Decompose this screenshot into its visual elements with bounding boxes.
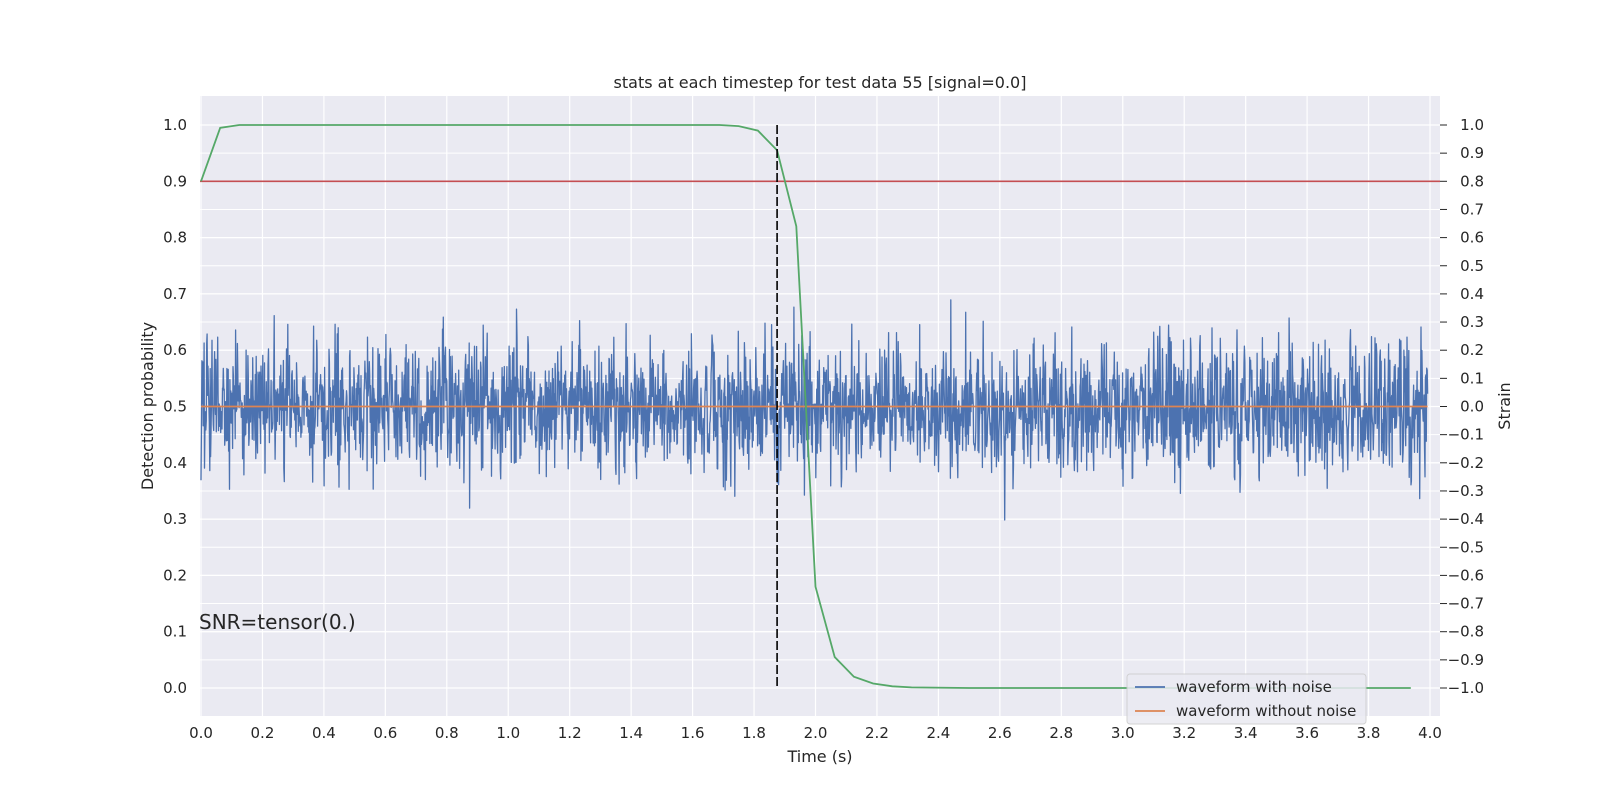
x-tick-label: 0.8 [435,724,459,742]
x-tick-label: 3.4 [1234,724,1258,742]
x-tick-label: 2.0 [804,724,828,742]
x-tick-label: 2.6 [988,724,1012,742]
y2-axis-label: Strain [1495,382,1514,429]
y2-tick-label: −0.8 [1448,623,1484,641]
y-tick-label: 0.2 [163,566,187,584]
y2-tick-label: 0.1 [1460,369,1484,387]
y2-tick-label: −0.4 [1448,510,1484,528]
x-tick-label: 2.8 [1049,724,1073,742]
legend-label-with-noise: waveform with noise [1176,678,1332,696]
legend-box [1126,673,1367,725]
y2-tick-label: 0.5 [1460,257,1484,275]
x-tick-label: 0.4 [312,724,336,742]
chart-title: stats at each timestep for test data 55 … [614,73,1027,92]
y-tick-label: 0.7 [163,285,187,303]
y2-axis-ticks: −1.0 −0.9 −0.8 −0.7 −0.6 −0.5 −0.4 −0.3 −0.2 −0.1… [1440,116,1484,697]
y2-tick-label: −0.3 [1448,482,1484,500]
x-tick-label: 0.2 [251,724,275,742]
x-axis-ticks: 0.0 0.2 0.4 0.6 0.8 1.0 1.2 1.4 1.6 1.8 2.0 2.2 2.4 2… [189,724,1442,742]
y2-tick-label: 0.4 [1460,285,1484,303]
waveform-with-noise-path [200,299,1429,521]
x-tick-label: 1.0 [496,724,520,742]
x-axis-label: Time (s) [786,747,852,766]
x-tick-label: 0.6 [373,724,397,742]
y2-tick-label: 0.8 [1460,172,1484,190]
y2-tick-label: 0.7 [1460,200,1484,218]
y2-tick-label: 0.9 [1460,144,1484,162]
x-tick-label: 1.6 [681,724,705,742]
y-tick-label: 0.5 [163,398,187,416]
y2-tick-label: 0.0 [1460,398,1484,416]
x-tick-label: 1.8 [742,724,766,742]
x-tick-label: 2.4 [926,724,950,742]
waveform-with-noise-line [200,299,1429,521]
y-tick-label: 0.0 [163,679,187,697]
y2-tick-label: 0.6 [1460,229,1484,247]
x-tick-label: 0.0 [189,724,213,742]
y2-tick-label: 0.2 [1460,341,1484,359]
legend: waveform with noise waveform without noi… [1126,673,1367,725]
x-tick-label: 1.4 [619,724,643,742]
y-tick-label: 0.3 [163,510,187,528]
y-tick-label: 0.6 [163,341,187,359]
x-tick-label: 4.0 [1418,724,1442,742]
y2-tick-label: 0.3 [1460,313,1484,331]
y-tick-label: 0.9 [163,172,187,190]
y2-tick-label: −0.9 [1448,651,1484,669]
y2-tick-label: −0.5 [1448,538,1484,556]
x-tick-label: 2.2 [865,724,889,742]
y2-tick-label: −0.6 [1448,566,1484,584]
y-axis-ticks: 0.0 0.1 0.2 0.3 0.4 0.5 0.6 0.7 0.8 0.9 1.0 [163,116,187,697]
y-tick-label: 0.8 [163,229,187,247]
x-tick-label: 3.2 [1172,724,1196,742]
y2-tick-label: −0.7 [1448,595,1484,613]
y2-tick-label: −0.1 [1448,426,1484,444]
snr-annotation: SNR=tensor(0.) [199,610,356,634]
x-tick-label: 3.6 [1295,724,1319,742]
y2-tick-label: −0.2 [1448,454,1484,472]
x-tick-label: 3.8 [1357,724,1381,742]
y-tick-label: 0.4 [163,454,187,472]
y-axis-label: Detection probability [138,322,157,490]
y2-tick-label: −1.0 [1448,679,1484,697]
y2-tick-label: 1.0 [1460,116,1484,134]
x-tick-label: 3.0 [1111,724,1135,742]
legend-label-without-noise: waveform without noise [1176,702,1356,720]
y-tick-label: 1.0 [163,116,187,134]
x-tick-label: 1.2 [558,724,582,742]
y-tick-label: 0.1 [163,623,187,641]
